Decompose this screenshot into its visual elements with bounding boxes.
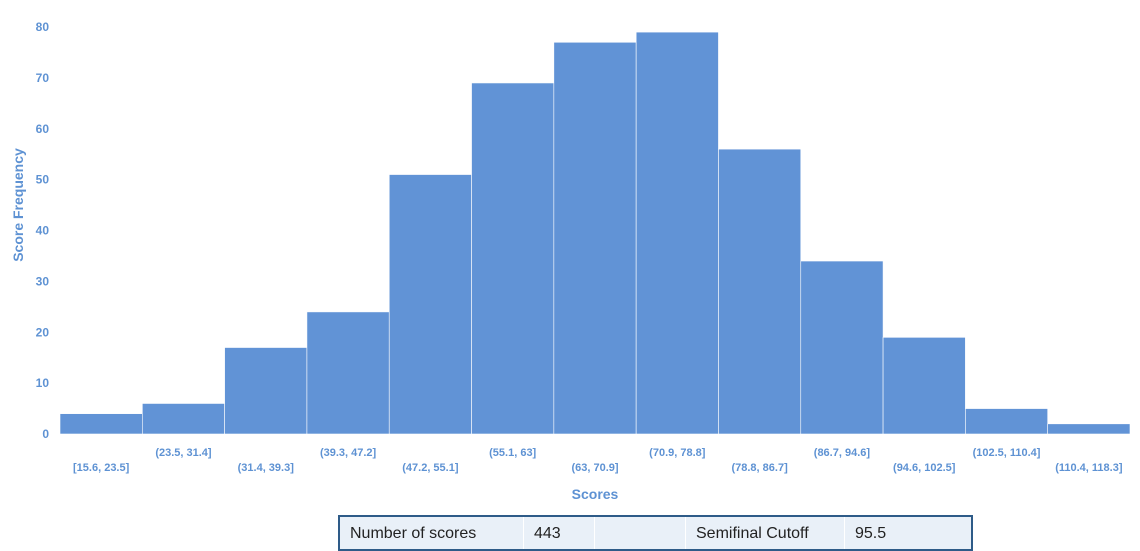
histogram-bar bbox=[306, 311, 390, 435]
y-tick-label: 10 bbox=[36, 376, 50, 390]
y-tick-label: 30 bbox=[36, 274, 50, 288]
histogram-bar bbox=[553, 41, 637, 435]
x-tick-label: (78.8, 86.7] bbox=[731, 462, 788, 474]
histogram-bar bbox=[142, 403, 225, 435]
histogram-bar bbox=[800, 260, 884, 435]
y-tick-label: 20 bbox=[36, 325, 50, 339]
x-tick-label: (102.5, 110.4] bbox=[973, 447, 1041, 459]
x-tick-label: (63, 70.9] bbox=[571, 462, 618, 474]
x-tick-label: (86.7, 94.6] bbox=[814, 447, 871, 459]
x-tick-label: [15.6, 23.5] bbox=[73, 462, 130, 474]
x-tick-label: (110.4, 118.3] bbox=[1055, 462, 1123, 474]
histogram-bar bbox=[1047, 423, 1131, 435]
histogram-bar bbox=[471, 82, 555, 435]
semifinal-cutoff-label: Semifinal Cutoff bbox=[685, 516, 845, 550]
x-axis-title: Scores bbox=[572, 486, 619, 502]
x-tick-label: (94.6, 102.5] bbox=[893, 462, 956, 474]
stats-empty-cell bbox=[594, 516, 686, 550]
x-tick-label: (23.5, 31.4] bbox=[155, 447, 212, 459]
histogram-bar bbox=[965, 408, 1048, 435]
y-tick-label: 80 bbox=[36, 20, 50, 34]
histogram-bar bbox=[59, 413, 143, 435]
histogram-bar bbox=[388, 174, 472, 435]
y-axis-ticks: 0 10 20 30 40 50 60 70 80 bbox=[36, 20, 50, 441]
x-tick-label: (47.2, 55.1] bbox=[402, 462, 459, 474]
y-tick-label: 40 bbox=[36, 224, 50, 238]
x-tick-label: (39.3, 47.2] bbox=[320, 447, 377, 459]
histogram-bar bbox=[882, 337, 966, 435]
y-tick-label: 60 bbox=[36, 122, 50, 136]
histogram-bar bbox=[224, 347, 308, 435]
y-tick-label: 0 bbox=[42, 427, 49, 441]
x-tick-label: (31.4, 39.3] bbox=[238, 462, 295, 474]
semifinal-cutoff-value: 95.5 bbox=[855, 525, 887, 542]
y-tick-label: 50 bbox=[36, 173, 50, 187]
histogram-bar bbox=[635, 31, 719, 435]
number-of-scores-label: Number of scores bbox=[339, 516, 524, 550]
histogram-chart: 0 10 20 30 40 50 60 70 80 [15.6, 23.5] (23.5, 31.… bbox=[10, 20, 1131, 502]
y-tick-label: 70 bbox=[36, 71, 50, 85]
bars bbox=[59, 31, 1131, 435]
stats-row: Number of scores 443 Semifinal Cutoff 95… bbox=[339, 516, 972, 550]
x-axis-ticks: [15.6, 23.5] (23.5, 31.4] (31.4, 39.3] (39.… bbox=[73, 447, 1123, 474]
histogram-bar bbox=[718, 148, 802, 435]
y-axis-title: Score Frequency bbox=[10, 148, 26, 262]
x-tick-label: (70.9, 78.8] bbox=[649, 447, 706, 459]
stats-table: Number of scores 443 Semifinal Cutoff 95… bbox=[338, 515, 973, 551]
number-of-scores-value: 443 bbox=[523, 516, 595, 550]
x-tick-label: (55.1, 63] bbox=[489, 447, 536, 459]
